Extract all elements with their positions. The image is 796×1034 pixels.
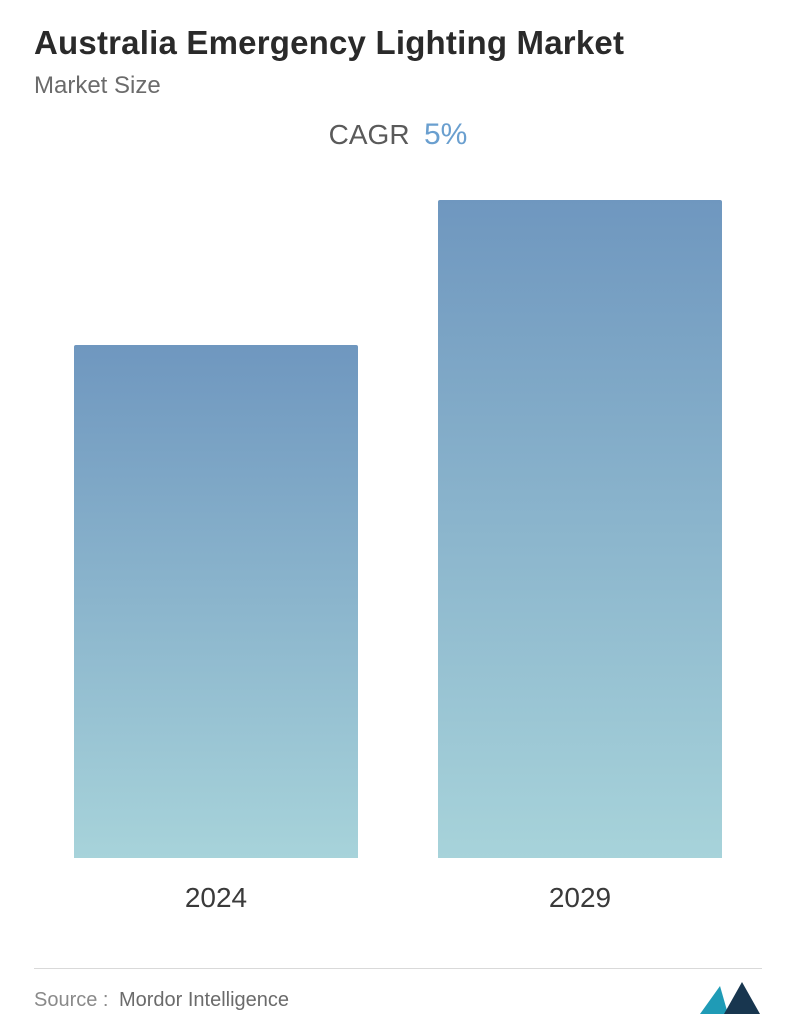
x-label-2024: 2024	[34, 882, 398, 914]
bar-2024	[74, 345, 358, 858]
bar-chart: 2024 2029	[34, 200, 762, 914]
cagr-label: CAGR	[329, 119, 410, 150]
cagr-value: 5%	[424, 118, 467, 151]
source-label: Source :	[34, 989, 108, 1011]
bar-slot-2024	[34, 200, 398, 858]
x-axis-labels: 2024 2029	[34, 882, 762, 914]
footer: Source : Mordor Intelligence	[34, 968, 762, 1022]
page-title: Australia Emergency Lighting Market	[34, 24, 762, 62]
x-label-2029: 2029	[398, 882, 762, 914]
report-card: Australia Emergency Lighting Market Mark…	[0, 0, 796, 1034]
bars-row	[34, 200, 762, 858]
mordor-logo-icon	[698, 980, 762, 1021]
bar-2029	[438, 200, 722, 858]
cagr-row: CAGR 5%	[34, 118, 762, 152]
source-name: Mordor Intelligence	[119, 989, 289, 1011]
source-wrap: Source : Mordor Intelligence	[34, 989, 289, 1012]
page-subtitle: Market Size	[34, 72, 762, 100]
bar-slot-2029	[398, 200, 762, 858]
